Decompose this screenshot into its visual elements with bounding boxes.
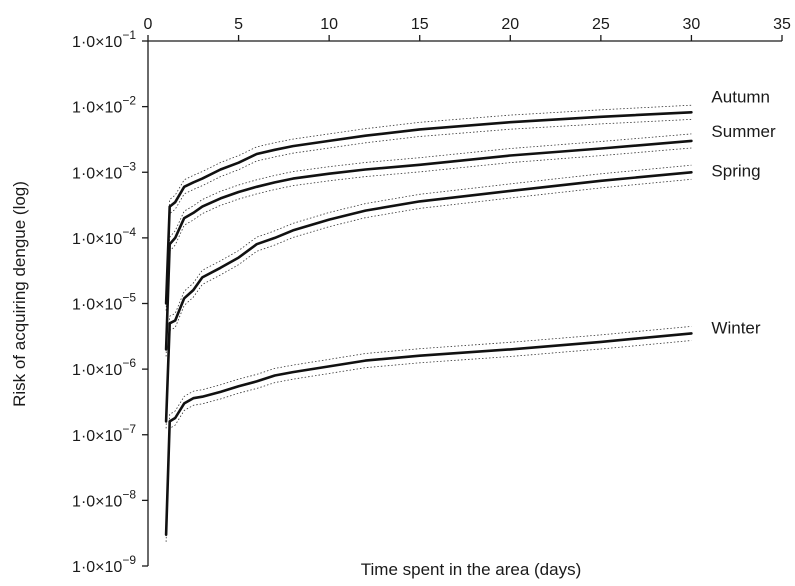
series-line-spring xyxy=(164,171,693,423)
confidence-band xyxy=(165,119,692,311)
x-tick-label: 35 xyxy=(773,16,791,33)
x-tick-label: 30 xyxy=(683,16,701,33)
series-labels: Autumn Summer Spring Winter xyxy=(711,87,776,337)
series-line-summer xyxy=(164,139,693,351)
series-label-autumn: Autumn xyxy=(711,87,770,106)
y-tick-label: 1·0×10−7 xyxy=(72,422,136,445)
series-label-winter: Winter xyxy=(711,318,760,337)
confidence-band xyxy=(165,164,692,415)
confidence-band xyxy=(165,147,692,357)
confidence-band xyxy=(165,326,692,528)
y-tick-label: 1·0×10−4 xyxy=(72,225,136,248)
x-tick-label: 25 xyxy=(592,16,610,33)
series-label-spring: Spring xyxy=(711,161,760,180)
x-tick-label: 0 xyxy=(144,16,153,33)
y-tick-label: 1·0×10−8 xyxy=(72,487,136,510)
y-tick-label: 1·0×10−1 xyxy=(72,28,136,51)
y-tick-label: 1·0×10−5 xyxy=(72,291,136,314)
x-tick-label: 15 xyxy=(411,16,429,33)
confidence-bands xyxy=(165,104,692,542)
x-tick-label: 20 xyxy=(501,16,519,33)
axes: 0 5 10 15 20 25 30 35 1·0×10−1 1·0×10−2 1·0×10−3 1·… xyxy=(72,16,791,576)
series-line-autumn xyxy=(164,111,693,305)
y-tick-label: 1·0×10−6 xyxy=(72,356,136,379)
confidence-band xyxy=(165,133,692,343)
y-tick-label: 1·0×10−2 xyxy=(72,94,136,117)
confidence-band xyxy=(165,340,692,542)
y-tick-label: 1·0×10−3 xyxy=(72,159,136,182)
series-label-summer: Summer xyxy=(711,122,776,141)
y-tick-label: 1·0×10−9 xyxy=(72,553,136,576)
x-axis-title: Time spent in the area (days) xyxy=(361,560,581,579)
confidence-band xyxy=(165,104,692,297)
confidence-band xyxy=(165,178,692,429)
series-line-winter xyxy=(164,332,693,536)
x-tick-label: 5 xyxy=(234,16,243,33)
series-lines xyxy=(164,111,693,536)
y-axis-title: Risk of acquiring dengue (log) xyxy=(10,181,29,407)
x-tick-label: 10 xyxy=(320,16,338,33)
